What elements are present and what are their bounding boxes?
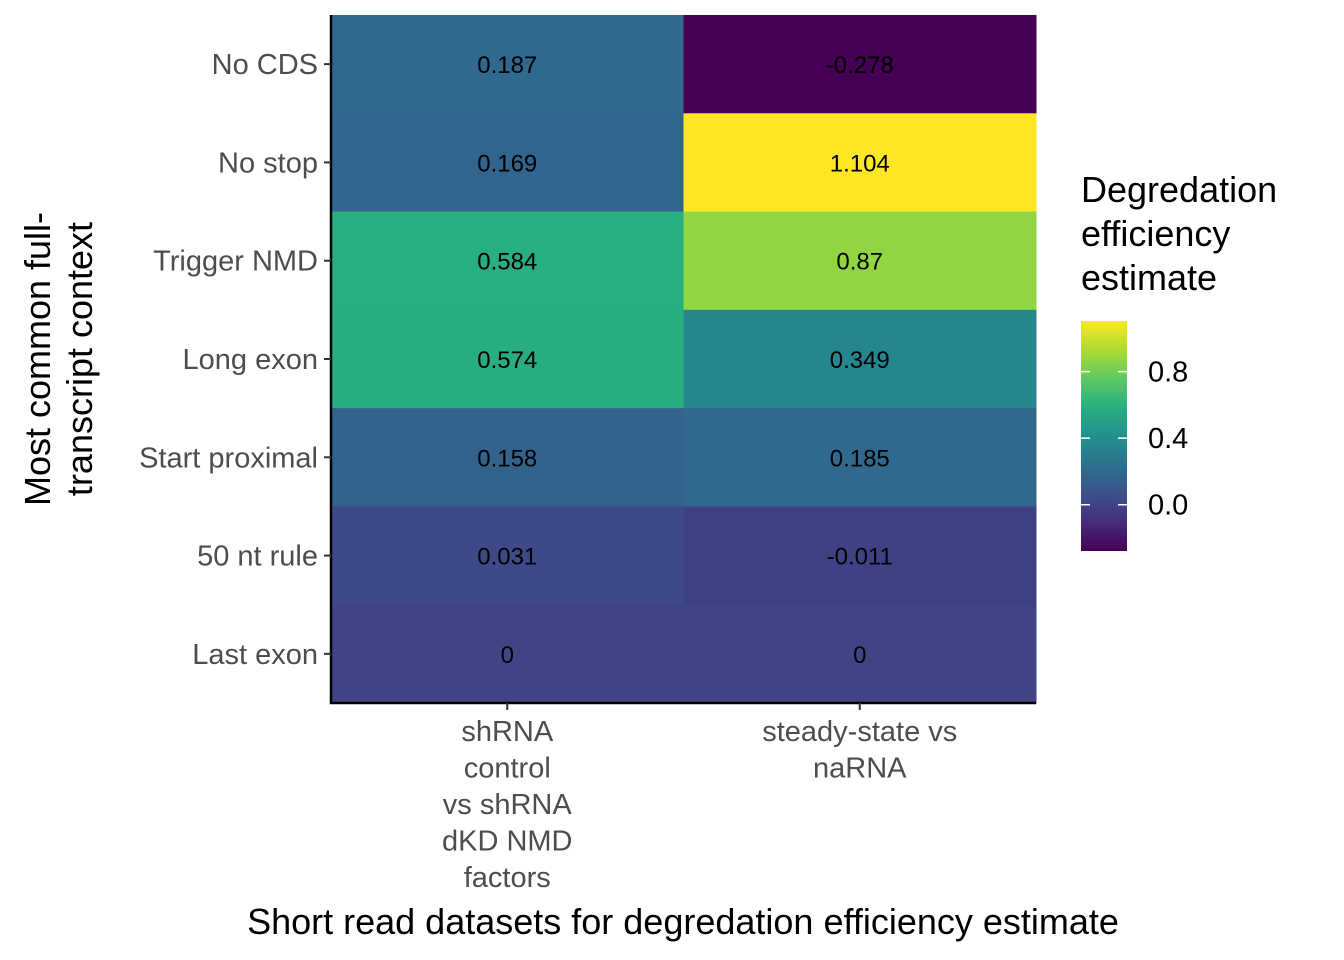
y-tick-label: Long exon	[183, 344, 318, 376]
cell-value-label: 0.187	[477, 52, 537, 79]
legend-title: Degredation efficiency estimate	[1081, 169, 1277, 298]
cell-value-label: 0	[501, 642, 514, 669]
heatmap-cell	[683, 506, 1037, 606]
cell-value-label: 0.584	[477, 249, 537, 276]
heatmap-cell-labels: 0.187 -0.278 0.169 1.104 0.584 0.87 0.574 0.349…	[477, 52, 894, 669]
y-axis-title: Most common full-transcript context	[17, 212, 100, 506]
y-tick-label: 50 nt rule	[197, 541, 318, 573]
y-tick-label: Last exon	[192, 639, 318, 671]
x-axis-title: Short read datasets for degredation effi…	[247, 901, 1119, 942]
heatmap-cell	[331, 506, 684, 606]
y-tick-label: Trigger NMD	[153, 246, 318, 278]
heatmap-cell	[331, 604, 684, 704]
cell-value-label: 0	[853, 642, 866, 669]
heatmap-cell	[331, 309, 684, 409]
cell-value-label: 0.185	[830, 445, 890, 472]
heatmap-cell	[683, 309, 1037, 409]
legend-ticks: 0.8 0.4 0.0	[1081, 357, 1188, 522]
heatmap-cell	[683, 113, 1037, 213]
heatmap-cell	[683, 604, 1037, 704]
heatmap-cell	[683, 15, 1037, 114]
cell-value-label: -0.278	[826, 52, 894, 79]
x-tick-label: shRNA control vs shRNA dKD NMD factors	[442, 716, 573, 894]
x-axis-ticks: shRNA control vs shRNA dKD NMD factors steady…	[442, 703, 957, 894]
legend-colorbar	[1081, 321, 1127, 551]
y-axis-ticks: No CDS No stop Trigger NMD Long exon Start p…	[139, 49, 331, 671]
color-legend: Degredation efficiency estimate 0.8 0.4 0.0	[1081, 169, 1277, 551]
cell-value-label: 0.031	[477, 544, 537, 571]
heatmap-cell	[331, 113, 684, 213]
y-tick-label: Start proximal	[139, 442, 318, 474]
heatmap-cell	[331, 408, 684, 507]
cell-value-label: -0.011	[827, 544, 893, 571]
heatmap-cell	[331, 211, 684, 311]
cell-value-label: 0.169	[477, 150, 537, 177]
legend-tick-label: 0.0	[1148, 490, 1188, 522]
cell-value-label: 0.574	[477, 347, 537, 374]
heatmap-cell	[331, 15, 684, 114]
legend-tick-label: 0.4	[1148, 423, 1188, 455]
legend-tick-label: 0.8	[1148, 357, 1188, 389]
heatmap-cell	[683, 408, 1037, 507]
y-tick-label: No stop	[218, 147, 318, 179]
cell-value-label: 0.349	[830, 347, 890, 374]
heatmap-cells	[331, 15, 1037, 704]
heatmap-cell	[683, 211, 1037, 311]
cell-value-label: 0.158	[477, 445, 537, 472]
x-tick-label: steady-state vs naRNA	[762, 716, 957, 785]
cell-value-label: 1.104	[830, 150, 890, 177]
y-tick-label: No CDS	[212, 49, 318, 81]
cell-value-label: 0.87	[836, 249, 883, 276]
